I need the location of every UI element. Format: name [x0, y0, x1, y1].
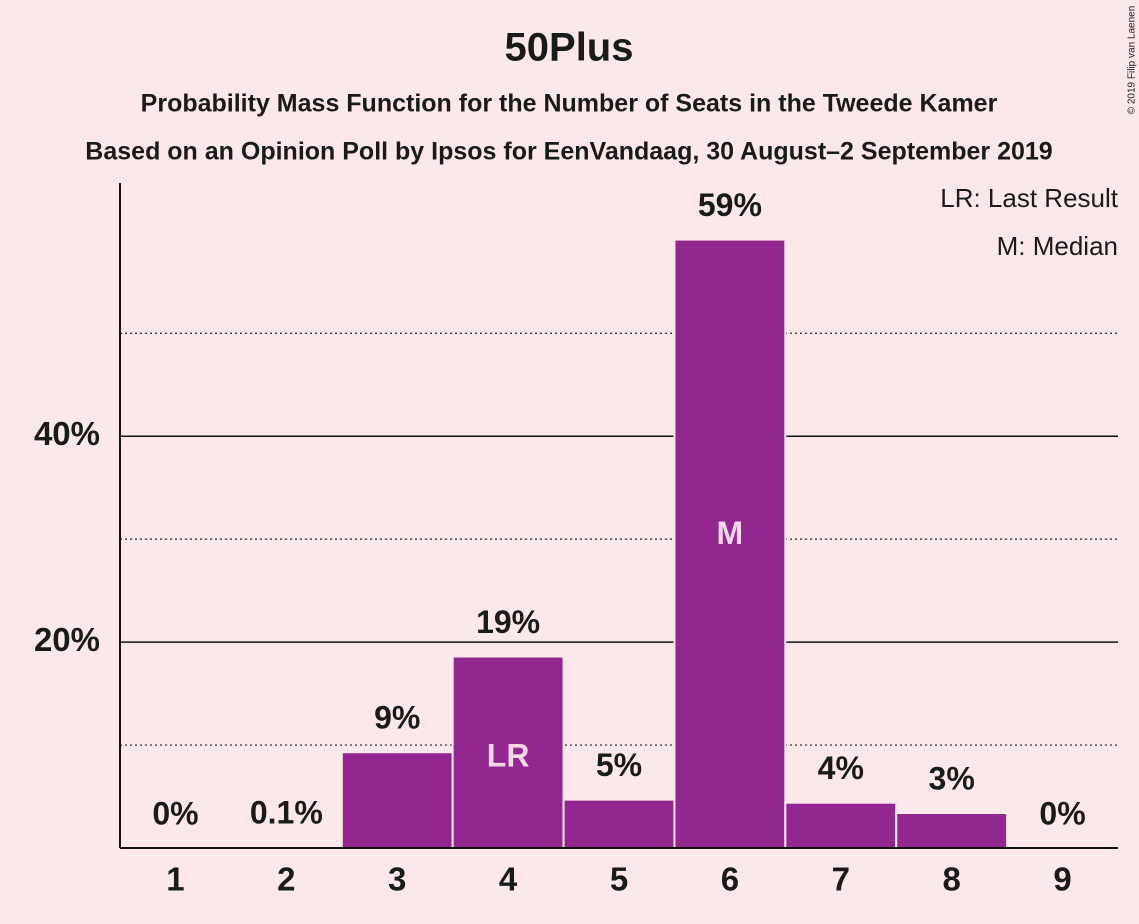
bar: [562, 798, 676, 849]
value-label: 3%: [929, 760, 975, 796]
value-label: 0%: [152, 795, 198, 831]
y-tick-label: 20%: [34, 621, 100, 658]
value-label: 0%: [1039, 795, 1085, 831]
chart-subtitle: Based on an Opinion Poll by Ipsos for Ee…: [85, 138, 1052, 166]
value-label: 5%: [596, 747, 642, 783]
x-tick-label: 8: [942, 861, 960, 898]
value-label: 0.1%: [250, 794, 323, 830]
legend-note: M: Median: [997, 231, 1118, 261]
chart-title: 50Plus: [505, 26, 634, 70]
bar: [673, 238, 787, 849]
x-tick-label: 7: [832, 861, 850, 898]
x-tick-label: 2: [277, 861, 295, 898]
bar: [895, 811, 1009, 849]
value-label: 4%: [818, 750, 864, 786]
x-tick-label: 9: [1053, 861, 1071, 898]
bar: [784, 801, 898, 849]
x-tick-label: 6: [721, 861, 739, 898]
y-tick-label: 40%: [34, 415, 100, 452]
chart-subtitle: Probability Mass Function for the Number…: [141, 90, 998, 118]
x-tick-label: 4: [499, 861, 518, 898]
value-label: 59%: [698, 187, 762, 223]
bar: [340, 751, 454, 850]
x-tick-label: 5: [610, 861, 628, 898]
bar-label: LR: [487, 738, 530, 774]
value-label: 9%: [374, 700, 420, 736]
bar-label: M: [717, 515, 744, 551]
x-tick-label: 1: [166, 861, 184, 898]
value-label: 19%: [476, 604, 540, 640]
x-tick-label: 3: [388, 861, 406, 898]
copyright: © 2019 Filip van Laenen: [1127, 6, 1138, 115]
legend-note: LR: Last Result: [940, 183, 1119, 213]
bar: [451, 655, 565, 850]
